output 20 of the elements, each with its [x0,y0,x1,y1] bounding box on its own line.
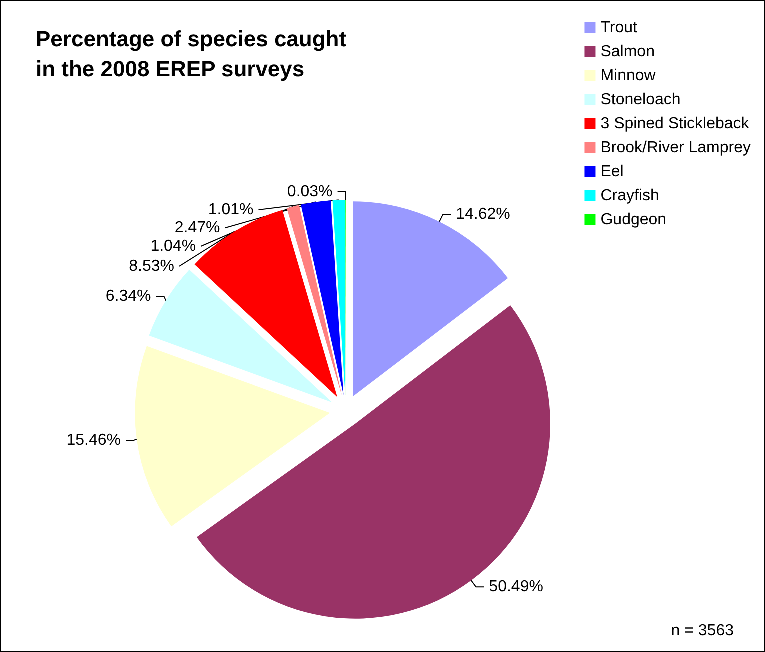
legend-label: Minnow [600,68,656,84]
data-label: 8.53% [129,258,174,275]
data-label: 1.01% [208,202,254,219]
data-label: 15.46% [66,432,121,450]
data-label: 50.49% [489,578,544,596]
legend-label: Gudgeon [600,212,667,228]
legend-label: Brook/River Lamprey [600,140,752,156]
text: n = 3563 [671,622,734,640]
legend-label: Crayfish [600,188,660,204]
legend-label: 3 Spined Stickleback [600,116,750,132]
text: Percentage of species caught in the 2008 EREP surveys [36,26,353,82]
data-label: 6.34% [106,288,152,306]
legend-label: Stoneloach [600,92,681,108]
legend-label: Salmon [600,44,655,60]
data-label: 1.04% [150,238,196,256]
legend-label: Trout [600,20,638,36]
legend-label: Eel [600,164,624,180]
data-label: 14.62% [456,206,510,224]
data-label: 2.47% [174,220,220,237]
data-label: 0.03% [287,184,333,200]
